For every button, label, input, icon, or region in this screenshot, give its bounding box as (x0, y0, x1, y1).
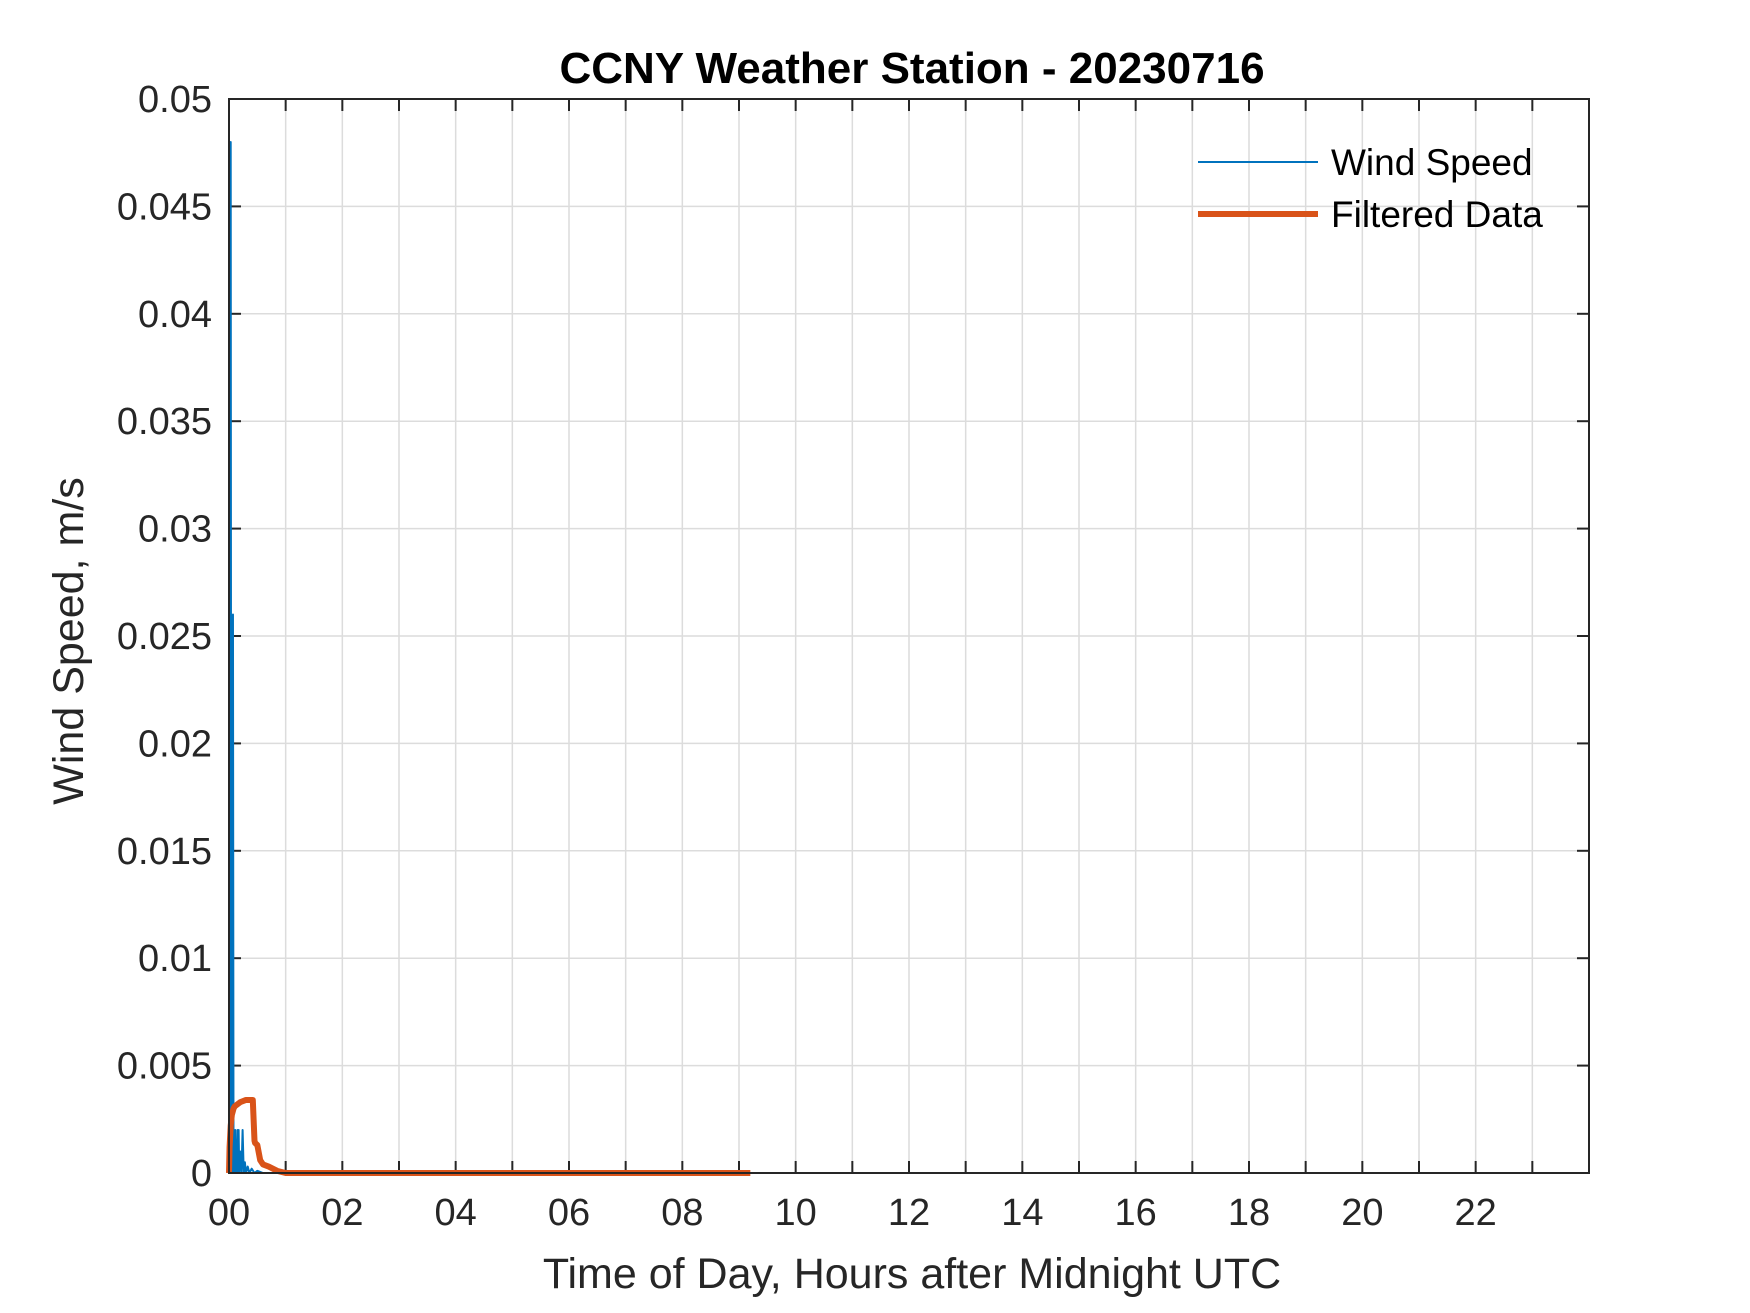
y-tick-label: 0.015 (117, 831, 212, 873)
y-tick-label: 0.01 (138, 938, 212, 980)
x-tick-label: 16 (1115, 1192, 1157, 1234)
y-tick-label: 0.005 (117, 1046, 212, 1088)
x-tick-label: 08 (661, 1192, 703, 1234)
x-tick-label: 04 (435, 1192, 477, 1234)
y-tick-label: 0.045 (117, 186, 212, 228)
y-axis-label: Wind Speed, m/s (45, 477, 93, 804)
x-axis-label: Time of Day, Hours after Midnight UTC (543, 1250, 1281, 1298)
x-tick-label: 02 (321, 1192, 363, 1234)
x-tick-label: 00 (208, 1192, 250, 1234)
x-tick-labels: 00 02 04 06 08 10 12 14 16 18 20 22 (208, 1192, 1497, 1234)
x-tick-label: 18 (1228, 1192, 1270, 1234)
x-tick-label: 14 (1001, 1192, 1043, 1234)
legend-label-filtered-data: Filtered Data (1331, 194, 1543, 235)
legend: Wind Speed Filtered Data (1198, 142, 1543, 235)
y-tick-label: 0.04 (138, 294, 212, 336)
y-tick-label: 0.05 (138, 79, 212, 121)
y-tick-label: 0 (191, 1153, 212, 1195)
x-tick-label: 12 (888, 1192, 930, 1234)
axis-ticks (229, 99, 1589, 1173)
y-tick-label: 0.03 (138, 509, 212, 551)
y-tick-label: 0.02 (138, 723, 212, 765)
axes-frame (228, 98, 1590, 1174)
y-tick-label: 0.035 (117, 401, 212, 443)
x-tick-label: 10 (775, 1192, 817, 1234)
x-tick-label: 22 (1455, 1192, 1497, 1234)
chart-title: CCNY Weather Station - 20230716 (559, 44, 1264, 93)
x-tick-label: 06 (548, 1192, 590, 1234)
y-tick-labels: 0 0.005 0.01 0.015 0.02 0.025 0.03 0.035 0.04 0.0… (117, 79, 212, 1195)
y-tick-label: 0.025 (117, 616, 212, 658)
grid (229, 99, 1589, 1173)
x-tick-label: 20 (1341, 1192, 1383, 1234)
legend-label-wind-speed: Wind Speed (1331, 142, 1533, 183)
